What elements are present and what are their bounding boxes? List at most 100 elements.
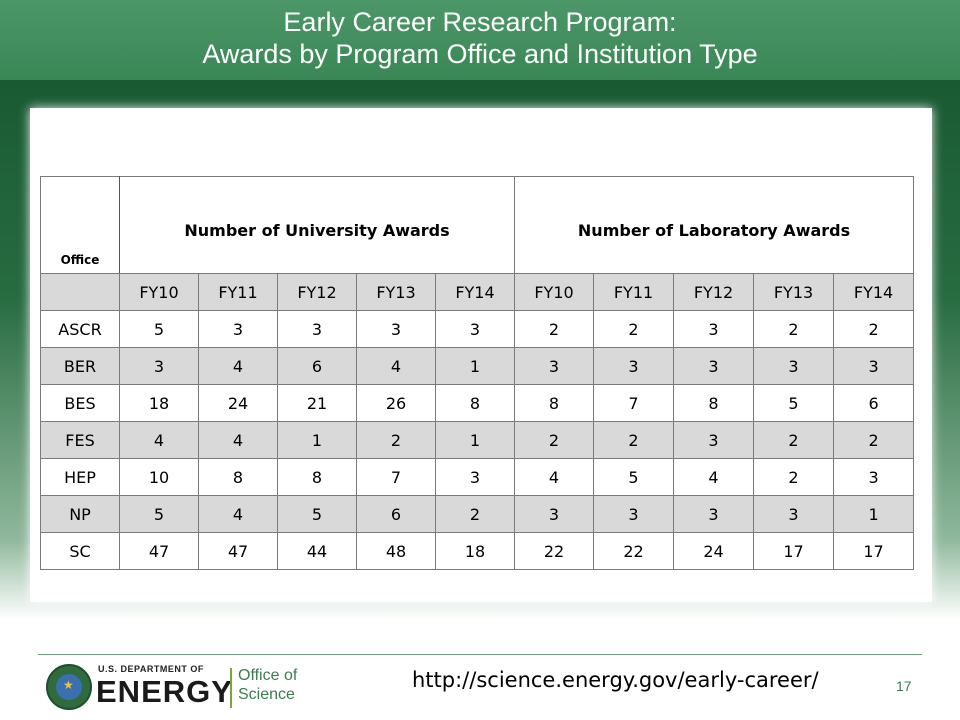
award-count-cell: 5 — [753, 384, 835, 422]
award-count-cell: 17 — [753, 532, 835, 570]
award-count-cell: 2 — [753, 310, 835, 348]
award-count-cell: 3 — [119, 347, 199, 385]
award-count-cell: 2 — [434, 495, 516, 533]
award-count-cell: 3 — [673, 310, 755, 348]
award-count-cell: 3 — [833, 458, 915, 496]
award-count-cell: 1 — [434, 347, 516, 385]
office-name-cell: FES — [40, 421, 120, 459]
fiscal-year-header-cell: FY14 — [833, 273, 915, 311]
award-count-cell: 2 — [833, 310, 915, 348]
award-count-cell: 1 — [434, 421, 516, 459]
award-count-cell: 3 — [753, 495, 835, 533]
award-count-cell: 2 — [833, 421, 915, 459]
footer-divider — [38, 654, 922, 655]
award-count-cell: 8 — [434, 384, 516, 422]
award-count-cell: 3 — [753, 347, 835, 385]
slide-title-bar: Early Career Research Program: Awards by… — [0, 0, 960, 80]
award-count-cell: 2 — [753, 458, 835, 496]
award-count-cell: 7 — [593, 384, 675, 422]
award-count-cell: 5 — [119, 310, 199, 348]
award-count-cell: 3 — [673, 347, 755, 385]
award-count-cell: 2 — [593, 310, 675, 348]
award-count-cell: 3 — [593, 347, 675, 385]
fiscal-year-corner-cell — [40, 273, 120, 311]
award-count-cell: 1 — [833, 495, 915, 533]
fiscal-year-header-cell: FY11 — [593, 273, 675, 311]
award-count-cell: 3 — [833, 347, 915, 385]
fiscal-year-header-cell: FY11 — [198, 273, 278, 311]
award-count-cell: 24 — [673, 532, 755, 570]
award-count-cell: 47 — [198, 532, 278, 570]
office-name-cell: NP — [40, 495, 120, 533]
award-count-cell: 3 — [356, 310, 436, 348]
award-count-cell: 8 — [277, 458, 357, 496]
award-count-cell: 5 — [593, 458, 675, 496]
office-name-cell: BER — [40, 347, 120, 385]
university-awards-header: Number of University Awards — [118, 176, 516, 274]
office-name-cell: BES — [40, 384, 120, 422]
award-count-cell: 18 — [434, 532, 516, 570]
logo-energy-word: ENERGY — [96, 674, 233, 709]
award-count-cell: 3 — [673, 495, 755, 533]
program-url-link[interactable]: http://science.energy.gov/early-career/ — [412, 668, 819, 692]
fiscal-year-header-cell: FY12 — [277, 273, 357, 311]
table-row: FES 4 4 1 2 1 2 2 3 2 2 — [40, 421, 915, 459]
award-count-cell: 4 — [119, 421, 199, 459]
office-name-cell: ASCR — [40, 310, 120, 348]
award-count-cell: 4 — [198, 495, 278, 533]
award-count-cell: 22 — [593, 532, 675, 570]
logo-office-line-2: Science — [238, 686, 295, 703]
laboratory-awards-header: Number of Laboratory Awards — [514, 176, 915, 274]
award-count-cell: 3 — [673, 421, 755, 459]
fiscal-year-header-cell: FY13 — [356, 273, 436, 311]
logo-dept-line: U.S. DEPARTMENT OF — [98, 664, 204, 674]
table-row: BER 3 4 6 4 1 3 3 3 3 3 — [40, 347, 915, 385]
award-count-cell: 44 — [277, 532, 357, 570]
awards-table: Office Number of University Awards Numbe… — [40, 176, 915, 570]
award-count-cell: 3 — [514, 495, 595, 533]
award-count-cell: 3 — [514, 347, 595, 385]
award-count-cell: 6 — [277, 347, 357, 385]
award-count-cell: 3 — [593, 495, 675, 533]
fiscal-year-row: FY10 FY11 FY12 FY13 FY14 FY10 FY11 FY12 FY13 FY14 — [40, 273, 915, 311]
award-count-cell: 3 — [198, 310, 278, 348]
award-count-cell: 10 — [119, 458, 199, 496]
office-column-header: Office — [40, 176, 120, 274]
table-row: NP 5 4 5 6 2 3 3 3 3 1 — [40, 495, 915, 533]
award-count-cell: 47 — [119, 532, 199, 570]
logo-divider — [230, 668, 232, 708]
award-count-cell: 22 — [514, 532, 595, 570]
award-count-cell: 8 — [673, 384, 755, 422]
table-row: SC 47 47 44 48 18 22 22 24 17 17 — [40, 532, 915, 570]
award-count-cell: 18 — [119, 384, 199, 422]
award-count-cell: 24 — [198, 384, 278, 422]
award-count-cell: 2 — [514, 310, 595, 348]
fiscal-year-header-cell: FY13 — [753, 273, 835, 311]
fiscal-year-header-cell: FY10 — [119, 273, 199, 311]
table-row: BES 18 24 21 26 8 8 7 8 5 6 — [40, 384, 915, 422]
logo-office-of-science: Office of Science — [238, 666, 297, 704]
award-count-cell: 8 — [198, 458, 278, 496]
award-count-cell: 7 — [356, 458, 436, 496]
logo-office-line-1: Office of — [238, 667, 298, 684]
slide-title-line-1: Early Career Research Program: — [283, 7, 677, 37]
slide-title-line-2: Awards by Program Office and Institution… — [202, 39, 758, 69]
office-name-cell: HEP — [40, 458, 120, 496]
award-count-cell: 4 — [198, 421, 278, 459]
award-count-cell: 4 — [356, 347, 436, 385]
award-count-cell: 5 — [277, 495, 357, 533]
award-count-cell: 4 — [198, 347, 278, 385]
award-count-cell: 4 — [514, 458, 595, 496]
table-header-row: Office Number of University Awards Numbe… — [40, 176, 915, 274]
doe-seal-icon: ★ — [46, 664, 92, 710]
award-count-cell: 21 — [277, 384, 357, 422]
award-count-cell: 3 — [277, 310, 357, 348]
award-count-cell: 2 — [593, 421, 675, 459]
award-count-cell: 1 — [277, 421, 357, 459]
award-count-cell: 2 — [753, 421, 835, 459]
table-row: ASCR 5 3 3 3 3 2 2 3 2 2 — [40, 310, 915, 348]
award-count-cell: 5 — [119, 495, 199, 533]
award-count-cell: 8 — [514, 384, 595, 422]
award-count-cell: 48 — [356, 532, 436, 570]
award-count-cell: 26 — [356, 384, 436, 422]
